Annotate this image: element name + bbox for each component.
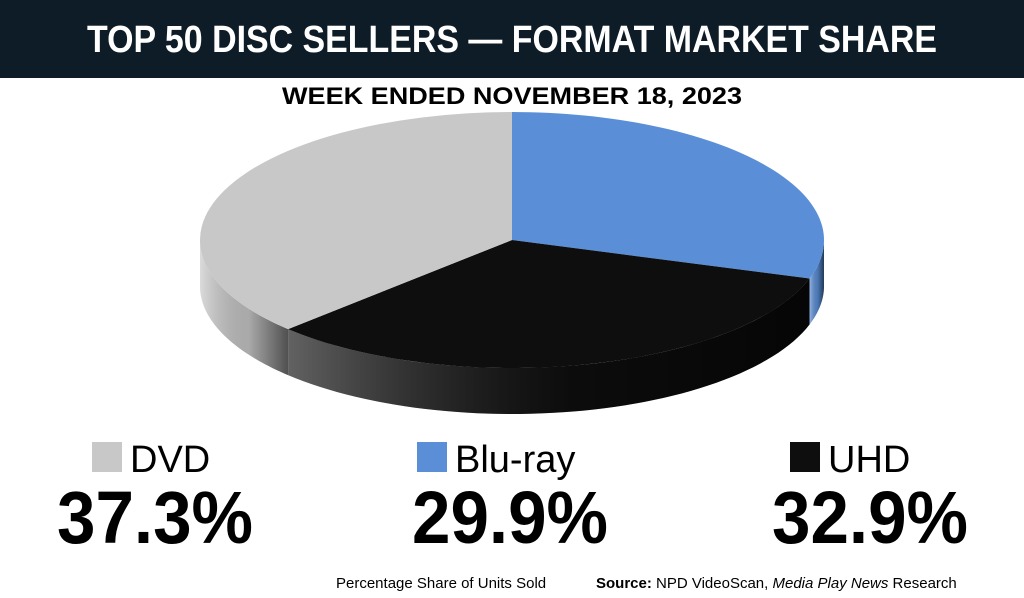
source-text: NPD VideoScan,	[656, 575, 772, 592]
note: Percentage Share of Units Sold	[336, 575, 546, 592]
value-label: 37.3%	[57, 476, 253, 559]
slice	[512, 112, 824, 279]
legend-swatch	[92, 442, 122, 472]
slice-side-shade	[809, 240, 824, 325]
source-label: Source:	[596, 575, 652, 592]
source-text: Research	[888, 575, 956, 592]
pie	[200, 112, 824, 414]
value-label: 29.9%	[412, 476, 608, 559]
legend-label: DVD	[130, 439, 210, 481]
value-label: 32.9%	[772, 476, 968, 559]
slice	[200, 112, 512, 330]
title-bar	[0, 0, 1024, 78]
chart-title: TOP 50 DISC SELLERS — FORMAT MARKET SHAR…	[87, 19, 937, 61]
legend-label: UHD	[828, 439, 910, 481]
slice-side-shade	[200, 240, 289, 376]
source: Source: NPD VideoScan, Media Play News R…	[596, 575, 957, 592]
legend-label: Blu-ray	[455, 439, 575, 481]
legend-swatch	[417, 442, 447, 472]
legend-swatch	[790, 442, 820, 472]
slice-side-shade	[288, 278, 810, 414]
source-text: Media Play News	[773, 575, 889, 592]
slice	[288, 240, 810, 368]
chart-subtitle: WEEK ENDED NOVEMBER 18, 2023	[282, 83, 742, 110]
